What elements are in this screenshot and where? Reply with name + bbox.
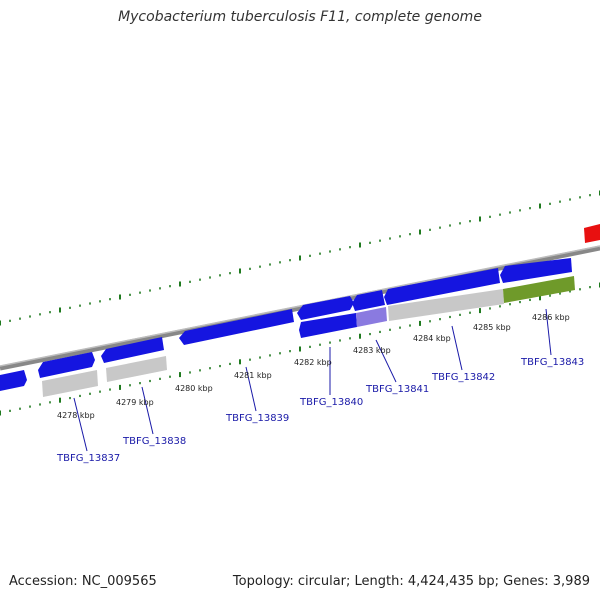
gene-arrow[interactable]	[352, 290, 385, 311]
gene-label[interactable]: TBFG_13843	[520, 357, 584, 368]
gene-arrow[interactable]	[101, 337, 164, 363]
gene-arrow[interactable]	[179, 309, 294, 345]
gene-arrow[interactable]	[384, 268, 500, 305]
kbp-label: 4282 kbp	[294, 358, 332, 367]
gene-block-gray[interactable]	[388, 289, 504, 321]
gene-arrow[interactable]	[297, 296, 354, 320]
gene-block-gray[interactable]	[106, 356, 167, 382]
accession-text: Accession: NC_009565	[9, 574, 157, 589]
label-connector	[451, 325, 463, 371]
label-connectors	[73, 308, 552, 452]
kbp-label: 4279 kbp	[116, 398, 154, 407]
gene-label[interactable]: TBFG_13842	[431, 372, 495, 383]
gene-arrow-red[interactable]	[584, 224, 600, 243]
kbp-label: 4280 kbp	[175, 384, 213, 393]
gene-label[interactable]: TBFG_13837	[56, 453, 120, 464]
genome-backbone	[0, 245, 600, 371]
gene-arrow[interactable]	[500, 258, 572, 283]
gene-block-gray[interactable]	[42, 370, 98, 397]
outer-ticks	[0, 190, 600, 326]
kbp-labels: 4278 kbp 4279 kbp 4280 kbp 4281 kbp 4282 kbp…	[57, 313, 570, 420]
inner-ticks	[0, 282, 600, 416]
label-connector	[73, 397, 88, 452]
gene-arrow[interactable]	[38, 352, 95, 378]
label-connector	[375, 339, 397, 383]
gene-label[interactable]: TBFG_13840	[299, 397, 363, 408]
gene-arrow[interactable]	[0, 370, 27, 391]
gene-block-olive[interactable]	[503, 276, 575, 303]
gene-label[interactable]: TBFG_13841	[365, 384, 429, 395]
kbp-label: 4283 kbp	[353, 346, 391, 355]
kbp-label: 4284 kbp	[413, 334, 451, 343]
gene-arrow[interactable]	[299, 313, 357, 338]
kbp-label: 4285 kbp	[473, 323, 511, 332]
map-title: Mycobacterium tuberculosis F11, complete…	[118, 9, 482, 25]
label-connector	[245, 366, 257, 412]
label-connector	[141, 386, 154, 435]
genome-stats-text: Topology: circular; Length: 4,424,435 bp…	[232, 574, 590, 589]
gene-label[interactable]: TBFG_13838	[122, 436, 186, 447]
kbp-label: 4278 kbp	[57, 411, 95, 420]
label-connector	[545, 308, 552, 356]
gene-selected[interactable]	[356, 307, 387, 327]
gene-label[interactable]: TBFG_13839	[225, 413, 289, 424]
kbp-label: 4286 kbp	[532, 313, 570, 322]
kbp-label: 4281 kbp	[234, 371, 272, 380]
